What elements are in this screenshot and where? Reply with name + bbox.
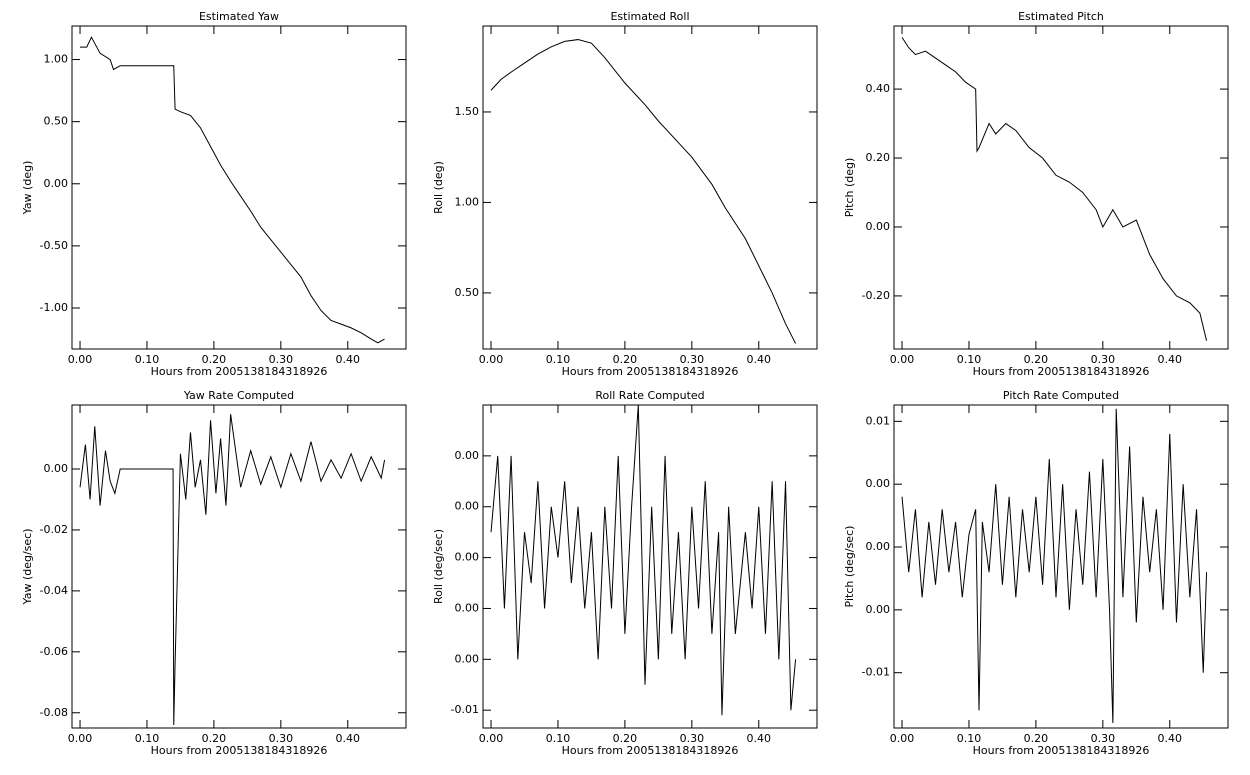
- x-tick-label: 0.40: [747, 353, 772, 366]
- y-tick-label: 0.00: [44, 462, 69, 475]
- x-axis-label: Hours from 2005138184318926: [151, 365, 328, 378]
- x-tick-label: 0.10: [135, 732, 160, 745]
- y-tick-label: 0.00: [44, 177, 69, 190]
- y-axis-label: Yaw (deg/sec): [21, 528, 34, 605]
- x-tick-label: 0.20: [1024, 353, 1049, 366]
- y-axis-label: Pitch (deg/sec): [843, 526, 856, 608]
- y-tick-label: 0.00: [455, 551, 480, 564]
- x-tick-label: 0.40: [1158, 353, 1183, 366]
- x-axis-label: Hours from 2005138184318926: [973, 744, 1150, 757]
- y-tick-label: -0.50: [40, 239, 68, 252]
- y-tick-label: -0.20: [862, 289, 890, 302]
- x-tick-label: 0.30: [1091, 353, 1116, 366]
- chart-title: Pitch Rate Computed: [1003, 389, 1119, 402]
- y-tick-label: 0.00: [455, 500, 480, 513]
- plot-frame: [482, 404, 818, 729]
- data-line: [901, 37, 1208, 341]
- x-tick-label: 0.40: [336, 732, 361, 745]
- x-tick-label: 0.00: [68, 732, 93, 745]
- x-tick-label: 0.10: [135, 353, 160, 366]
- x-tick-label: 0.40: [1158, 732, 1183, 745]
- y-tick-label: 0.00: [866, 220, 891, 233]
- x-tick-label: 0.00: [68, 353, 93, 366]
- x-tick-label: 0.20: [613, 353, 638, 366]
- x-tick-label: 0.30: [269, 732, 294, 745]
- y-tick-label: 0.50: [455, 286, 480, 299]
- x-tick-label: 0.00: [890, 732, 915, 745]
- y-tick-label: -0.06: [40, 645, 68, 658]
- y-tick-label: 1.50: [455, 105, 480, 118]
- x-tick-label: 0.30: [680, 732, 705, 745]
- y-tick-label: -0.01: [862, 666, 890, 679]
- y-tick-label: 1.00: [455, 195, 480, 208]
- x-tick-label: 0.40: [336, 353, 361, 366]
- plot-frame: [71, 25, 407, 350]
- x-tick-label: 0.00: [479, 732, 504, 745]
- y-axis-label: Roll (deg/sec): [432, 529, 445, 604]
- y-tick-label: 0.20: [866, 151, 891, 164]
- y-tick-label: 0.00: [455, 449, 480, 462]
- x-tick-label: 0.10: [957, 732, 982, 745]
- x-tick-label: 0.20: [202, 732, 227, 745]
- x-tick-label: 0.00: [479, 353, 504, 366]
- y-axis-label: Yaw (deg): [21, 161, 34, 216]
- chart-title: Estimated Yaw: [199, 10, 279, 23]
- x-tick-label: 0.30: [269, 353, 294, 366]
- data-line: [490, 404, 797, 716]
- chart-title: Yaw Rate Computed: [183, 389, 294, 402]
- y-tick-label: 0.50: [44, 115, 69, 128]
- x-tick-label: 0.10: [957, 353, 982, 366]
- x-tick-label: 0.20: [1024, 732, 1049, 745]
- y-tick-label: -0.02: [40, 523, 68, 536]
- y-tick-label: 0.00: [866, 603, 891, 616]
- x-tick-label: 0.30: [1091, 732, 1116, 745]
- x-tick-label: 0.10: [546, 732, 571, 745]
- x-axis-label: Hours from 2005138184318926: [151, 744, 328, 757]
- x-tick-label: 0.30: [680, 353, 705, 366]
- x-tick-label: 0.00: [890, 353, 915, 366]
- plot-frame: [71, 404, 407, 729]
- x-axis-label: Hours from 2005138184318926: [562, 365, 739, 378]
- plot-frame: [893, 25, 1229, 350]
- plot-frame: [482, 25, 818, 350]
- y-tick-label: 0.00: [455, 652, 480, 665]
- x-tick-label: 0.40: [747, 732, 772, 745]
- data-line: [901, 408, 1208, 723]
- plot-frame: [893, 404, 1229, 729]
- x-tick-label: 0.20: [613, 732, 638, 745]
- chart-title: Estimated Roll: [610, 10, 689, 23]
- y-tick-label: 0.01: [866, 414, 891, 427]
- x-axis-label: Hours from 2005138184318926: [973, 365, 1150, 378]
- y-tick-label: -0.01: [451, 703, 479, 716]
- y-tick-label: 0.00: [455, 601, 480, 614]
- x-tick-label: 0.10: [546, 353, 571, 366]
- y-tick-label: 0.40: [866, 82, 891, 95]
- y-tick-label: 0.00: [866, 540, 891, 553]
- chart-title: Roll Rate Computed: [595, 389, 704, 402]
- chart-title: Estimated Pitch: [1018, 10, 1104, 23]
- data-line: [490, 39, 797, 344]
- y-tick-label: -1.00: [40, 301, 68, 314]
- data-line: [79, 414, 386, 725]
- y-tick-label: 1.00: [44, 53, 69, 66]
- data-line: [80, 36, 385, 344]
- y-tick-label: -0.08: [40, 706, 68, 719]
- y-tick-label: 0.00: [866, 477, 891, 490]
- x-axis-label: Hours from 2005138184318926: [562, 744, 739, 757]
- y-axis-label: Pitch (deg): [843, 158, 856, 218]
- y-tick-label: -0.04: [40, 584, 68, 597]
- x-tick-label: 0.20: [202, 353, 227, 366]
- y-axis-label: Roll (deg): [432, 161, 445, 214]
